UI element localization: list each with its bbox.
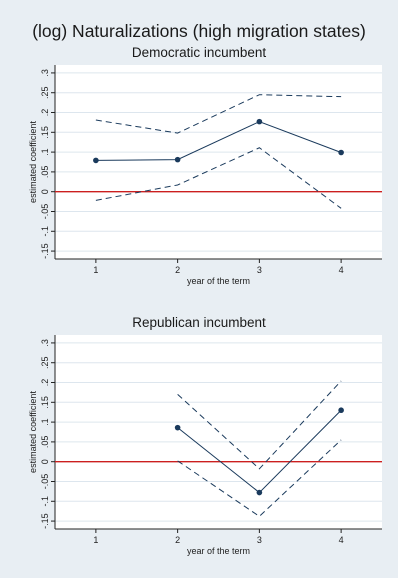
x-tick-label: 1 bbox=[93, 535, 98, 545]
y-tick-label: -.05 bbox=[40, 204, 50, 220]
series-estimate-point bbox=[174, 424, 181, 431]
panel-title-democratic: Democratic incumbent bbox=[131, 45, 267, 60]
y-tick-label: -.15 bbox=[40, 243, 50, 259]
x-tick-label: 3 bbox=[257, 535, 262, 545]
x-tick-label: 2 bbox=[175, 265, 180, 275]
series-lower-line bbox=[95, 147, 342, 209]
y-tick-label: .2 bbox=[40, 379, 50, 387]
y-tick-label: -.15 bbox=[40, 513, 50, 529]
x-axis-title: year of the term bbox=[187, 276, 250, 286]
panel-title-republican: Republican incumbent bbox=[132, 315, 266, 330]
chart-democratic-incumbent: -.15 -.1 -.05 0 .05 .1 .15 .2 .25 .3 1 2 3 4 year of t… bbox=[28, 65, 382, 286]
series-estimate-point bbox=[174, 156, 181, 163]
x-tick-label: 4 bbox=[339, 535, 344, 545]
y-tick-label: .15 bbox=[40, 396, 50, 409]
y-tick-label: 0 bbox=[40, 189, 50, 194]
x-tick-label: 3 bbox=[257, 265, 262, 275]
y-tick-label: .2 bbox=[40, 109, 50, 117]
series-estimate-point bbox=[93, 157, 99, 164]
series-estimate-point bbox=[256, 489, 263, 496]
series-estimate-point bbox=[338, 407, 344, 414]
series-estimate-line bbox=[95, 121, 342, 161]
y-tick-label: -.1 bbox=[40, 226, 50, 237]
series-upper-line bbox=[177, 380, 342, 470]
series-upper-line bbox=[95, 94, 342, 134]
y-tick-label: -.1 bbox=[40, 496, 50, 507]
chart-republican-incumbent: -.15 -.1 -.05 0 .05 .1 .15 .2 .25 .3 1 2 3 4 year of t… bbox=[28, 335, 382, 556]
y-tick-label: .3 bbox=[40, 69, 50, 77]
y-tick-label: .3 bbox=[40, 339, 50, 347]
figure-title: (log) Naturalizations (high migration st… bbox=[32, 21, 366, 41]
y-tick-label: .1 bbox=[40, 418, 50, 426]
y-tick-label: .05 bbox=[40, 166, 50, 179]
y-axis-title: estimated coefficient bbox=[28, 121, 38, 203]
series-estimate-point bbox=[338, 149, 344, 156]
y-tick-label: -.05 bbox=[40, 474, 50, 490]
x-tick-label: 2 bbox=[175, 535, 180, 545]
x-axis-title: year of the term bbox=[187, 546, 250, 556]
y-tick-label: .15 bbox=[40, 126, 50, 139]
y-tick-label: .05 bbox=[40, 436, 50, 449]
y-tick-label: .25 bbox=[40, 86, 50, 99]
plot-area bbox=[55, 65, 382, 259]
series-lower-line bbox=[177, 439, 342, 517]
x-tick-label: 4 bbox=[339, 265, 344, 275]
y-tick-label: 0 bbox=[40, 459, 50, 464]
y-tick-label: .25 bbox=[40, 356, 50, 369]
y-axis-title: estimated coefficient bbox=[28, 391, 38, 473]
series-estimate-point bbox=[256, 118, 263, 125]
y-tick-label: .1 bbox=[40, 148, 50, 156]
x-tick-label: 1 bbox=[93, 265, 98, 275]
